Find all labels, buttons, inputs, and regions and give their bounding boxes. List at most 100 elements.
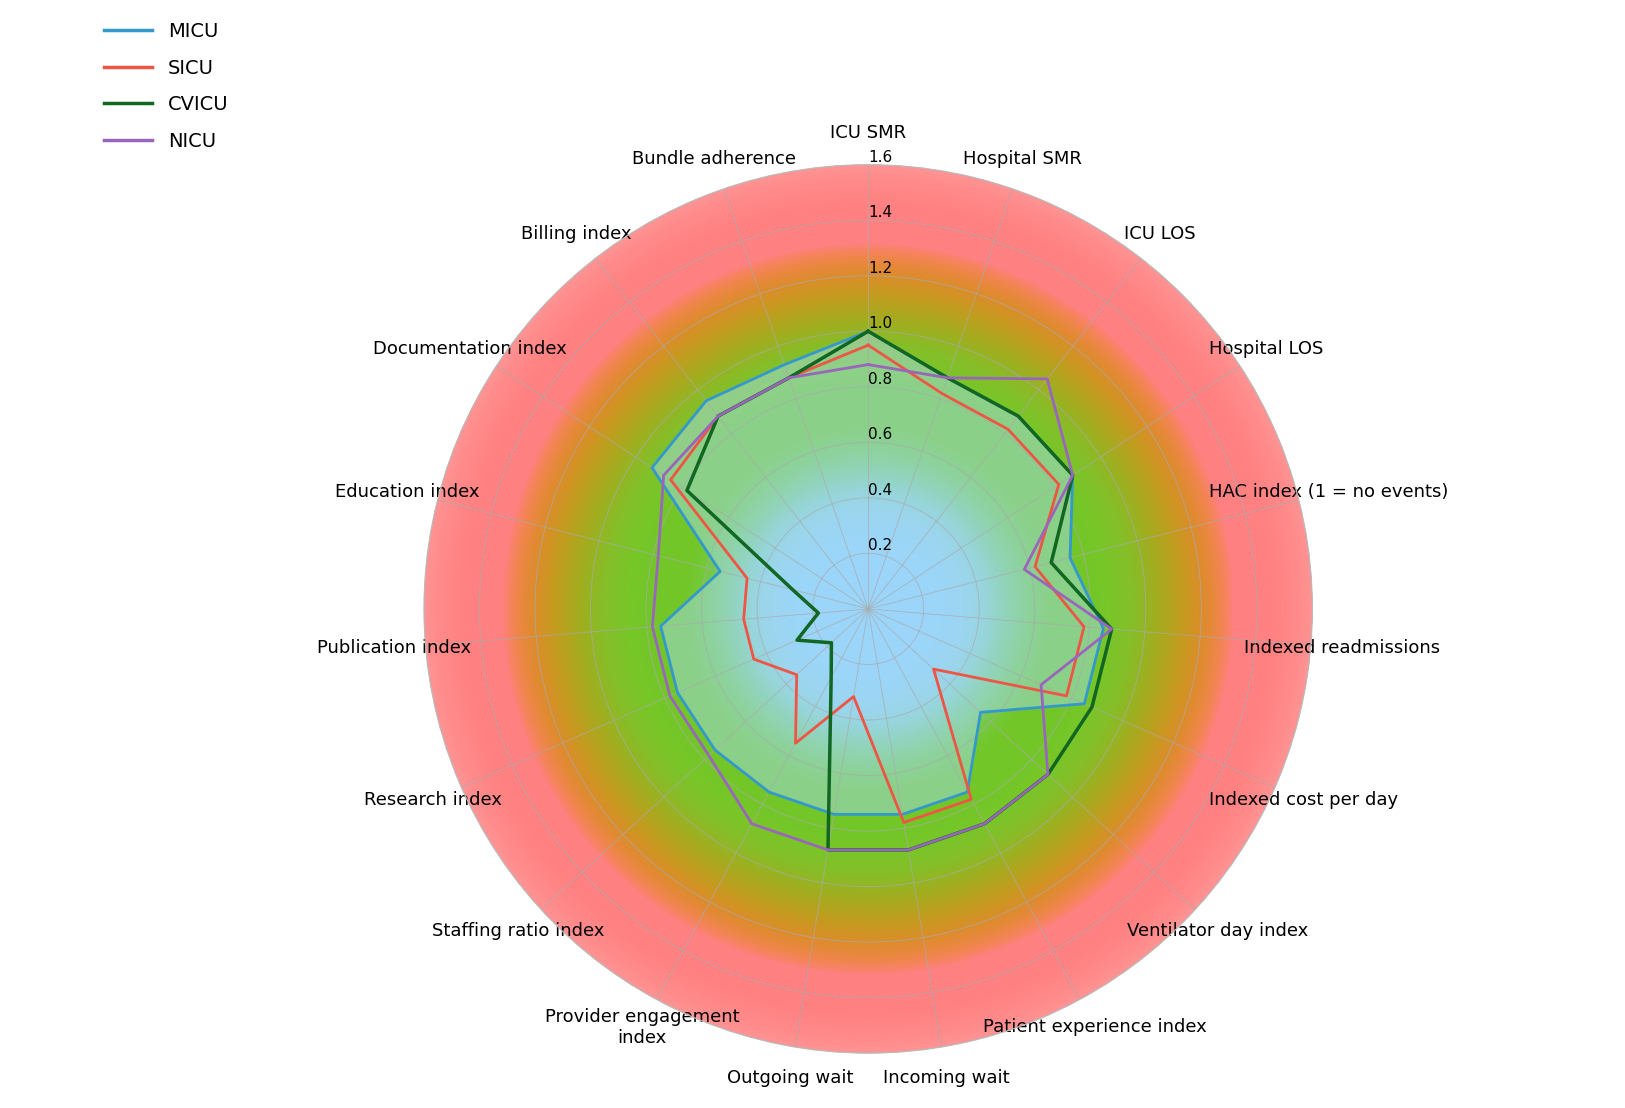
CVICU xyxy=(938,371,957,384)
Line: SICU: SICU xyxy=(671,346,1084,822)
Polygon shape xyxy=(572,314,1164,904)
CVICU xyxy=(858,325,878,338)
Polygon shape xyxy=(847,587,889,630)
Polygon shape xyxy=(762,503,973,715)
Polygon shape xyxy=(406,147,1329,1070)
Polygon shape xyxy=(673,413,1063,804)
Polygon shape xyxy=(471,213,1264,1005)
Polygon shape xyxy=(676,417,1061,801)
Polygon shape xyxy=(754,495,982,722)
Polygon shape xyxy=(817,557,920,660)
Polygon shape xyxy=(414,155,1321,1063)
Polygon shape xyxy=(632,373,1103,845)
Polygon shape xyxy=(526,267,1211,951)
NICU xyxy=(642,620,661,634)
SICU xyxy=(734,613,754,626)
SICU xyxy=(1056,689,1076,702)
Polygon shape xyxy=(502,243,1235,975)
Polygon shape xyxy=(437,177,1300,1040)
Polygon shape xyxy=(613,353,1123,864)
MICU xyxy=(970,706,990,719)
Polygon shape xyxy=(660,400,1077,818)
Polygon shape xyxy=(431,172,1305,1046)
Polygon shape xyxy=(793,533,944,685)
NICU xyxy=(975,818,994,831)
NICU xyxy=(708,410,728,423)
NICU xyxy=(899,843,918,856)
Polygon shape xyxy=(611,351,1126,866)
Polygon shape xyxy=(491,232,1245,986)
Polygon shape xyxy=(554,295,1183,924)
Polygon shape xyxy=(697,438,1038,780)
Polygon shape xyxy=(486,226,1251,992)
SICU xyxy=(923,663,942,676)
Polygon shape xyxy=(546,286,1191,932)
Polygon shape xyxy=(496,237,1240,981)
Polygon shape xyxy=(583,324,1154,894)
SICU xyxy=(778,371,798,384)
SICU xyxy=(661,473,681,486)
NICU xyxy=(1014,563,1034,576)
Line: NICU: NICU xyxy=(652,365,1112,850)
Polygon shape xyxy=(838,579,897,638)
CVICU xyxy=(809,606,829,619)
Polygon shape xyxy=(668,409,1069,810)
Polygon shape xyxy=(551,291,1186,926)
Polygon shape xyxy=(483,224,1253,994)
MICU xyxy=(759,786,778,799)
Polygon shape xyxy=(819,561,916,657)
CVICU xyxy=(1042,556,1061,570)
Polygon shape xyxy=(479,220,1256,997)
Polygon shape xyxy=(679,419,1058,799)
SICU xyxy=(858,339,878,352)
Polygon shape xyxy=(730,471,1006,747)
Polygon shape xyxy=(575,316,1162,902)
Polygon shape xyxy=(798,538,938,679)
Polygon shape xyxy=(801,542,936,676)
Polygon shape xyxy=(510,250,1227,967)
Polygon shape xyxy=(645,387,1090,831)
Polygon shape xyxy=(530,269,1207,948)
Polygon shape xyxy=(603,343,1134,874)
Polygon shape xyxy=(778,520,957,698)
Polygon shape xyxy=(512,254,1224,964)
Polygon shape xyxy=(434,175,1303,1044)
Polygon shape xyxy=(570,310,1167,907)
Polygon shape xyxy=(619,359,1118,859)
Polygon shape xyxy=(684,424,1053,793)
Polygon shape xyxy=(692,433,1045,786)
SICU xyxy=(1074,620,1094,634)
Polygon shape xyxy=(507,248,1228,970)
NICU xyxy=(858,358,878,371)
Polygon shape xyxy=(866,607,871,612)
NICU xyxy=(699,749,718,762)
CVICU xyxy=(1038,768,1058,781)
SICU xyxy=(786,737,806,750)
Polygon shape xyxy=(760,501,977,717)
Polygon shape xyxy=(595,335,1142,883)
Polygon shape xyxy=(845,585,892,633)
NICU xyxy=(1032,678,1051,691)
Polygon shape xyxy=(738,479,998,739)
Polygon shape xyxy=(670,411,1066,807)
Polygon shape xyxy=(822,563,913,655)
Polygon shape xyxy=(855,596,881,622)
MICU xyxy=(775,358,795,371)
SICU xyxy=(708,410,728,423)
Polygon shape xyxy=(826,566,912,652)
Polygon shape xyxy=(388,129,1349,1089)
Polygon shape xyxy=(453,194,1284,1024)
Line: CVICU: CVICU xyxy=(687,331,1112,850)
Polygon shape xyxy=(806,547,929,671)
MICU xyxy=(668,686,687,699)
SICU xyxy=(998,422,1017,435)
Polygon shape xyxy=(470,209,1268,1008)
CVICU xyxy=(708,410,728,423)
SICU xyxy=(1050,478,1069,491)
Polygon shape xyxy=(842,582,895,636)
Polygon shape xyxy=(382,123,1354,1095)
Polygon shape xyxy=(578,319,1159,900)
Polygon shape xyxy=(499,239,1237,978)
Polygon shape xyxy=(429,170,1308,1048)
Polygon shape xyxy=(713,454,1022,763)
